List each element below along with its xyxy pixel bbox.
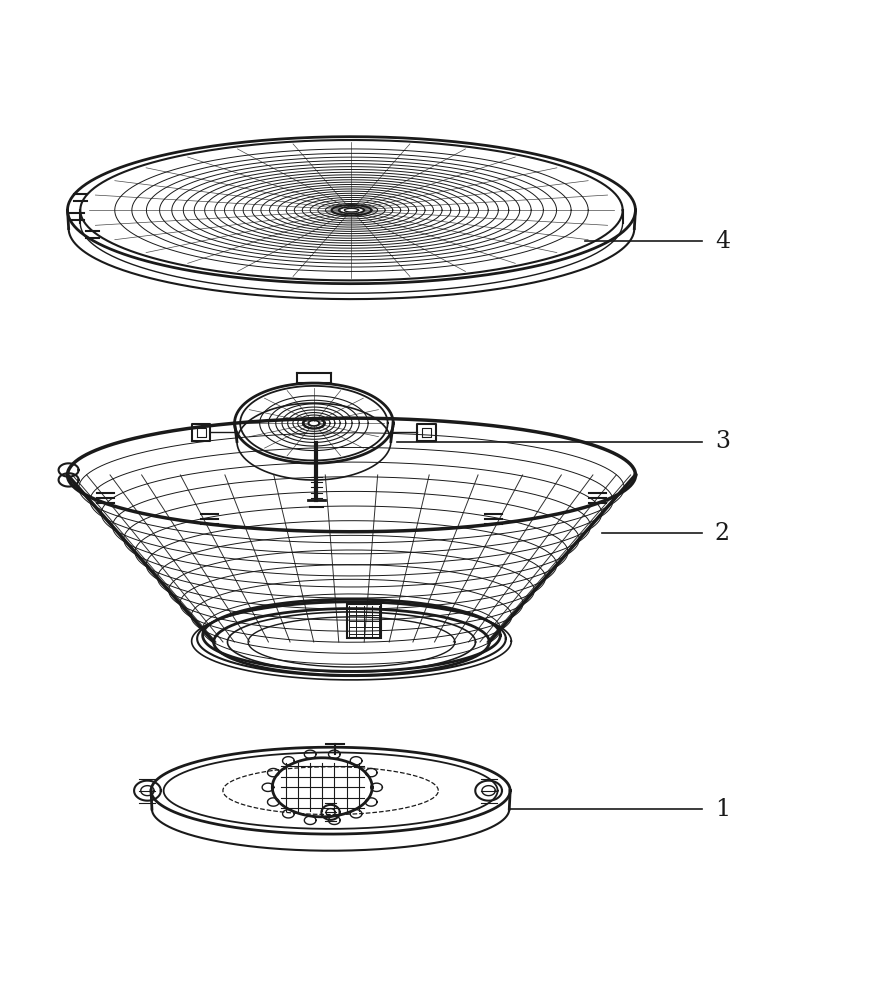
Text: 1: 1 — [714, 798, 729, 821]
Text: 2: 2 — [714, 522, 729, 545]
Text: 4: 4 — [714, 230, 729, 253]
Bar — [347, 604, 381, 638]
Text: 3: 3 — [714, 430, 729, 453]
